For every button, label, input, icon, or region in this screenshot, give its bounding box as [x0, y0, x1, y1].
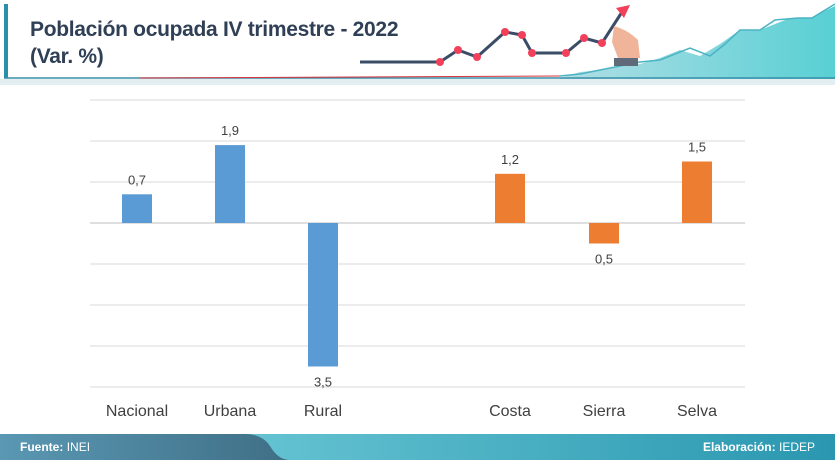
bar-urbana — [215, 145, 245, 223]
credit-value: IEDEP — [778, 440, 815, 454]
data-label: 1,5 — [688, 140, 706, 155]
category-label: Costa — [489, 403, 531, 420]
bar-costa — [495, 173, 525, 223]
header-banner — [0, 3, 835, 85]
credit-label: Elaboración: — [702, 440, 776, 454]
data-label: 1,2 — [501, 152, 519, 167]
source-label: Fuente: — [20, 440, 64, 454]
footer-bar — [0, 434, 835, 460]
data-label: 1,9 — [221, 123, 239, 138]
category-label: Rural — [304, 403, 342, 420]
bar-selva — [682, 161, 712, 223]
category-label: Sierra — [583, 403, 626, 420]
bar-rural — [308, 223, 338, 367]
bar-sierra — [589, 223, 619, 244]
category-label: Nacional — [106, 403, 168, 420]
data-label: 0,7 — [128, 172, 146, 187]
source-value: INEI — [66, 440, 91, 454]
chart-subtitle: (Var. %) — [30, 45, 104, 68]
bar-chart: 0,7 Nacional 1,9 Urbana 3,5 Rural 1,2 Costa 0,5 S… — [90, 99, 745, 420]
source-note: Fuente: INEI — [20, 440, 90, 454]
data-label: 0,5 — [595, 252, 613, 267]
category-label: Urbana — [204, 403, 257, 420]
credit-note: Elaboración: IEDEP — [703, 440, 815, 454]
bar-nacional — [122, 194, 152, 223]
category-label: Selva — [677, 403, 717, 420]
data-label: 3,5 — [314, 375, 332, 390]
chart-title: Población ocupada IV trimestre - 2022 — [30, 18, 399, 41]
